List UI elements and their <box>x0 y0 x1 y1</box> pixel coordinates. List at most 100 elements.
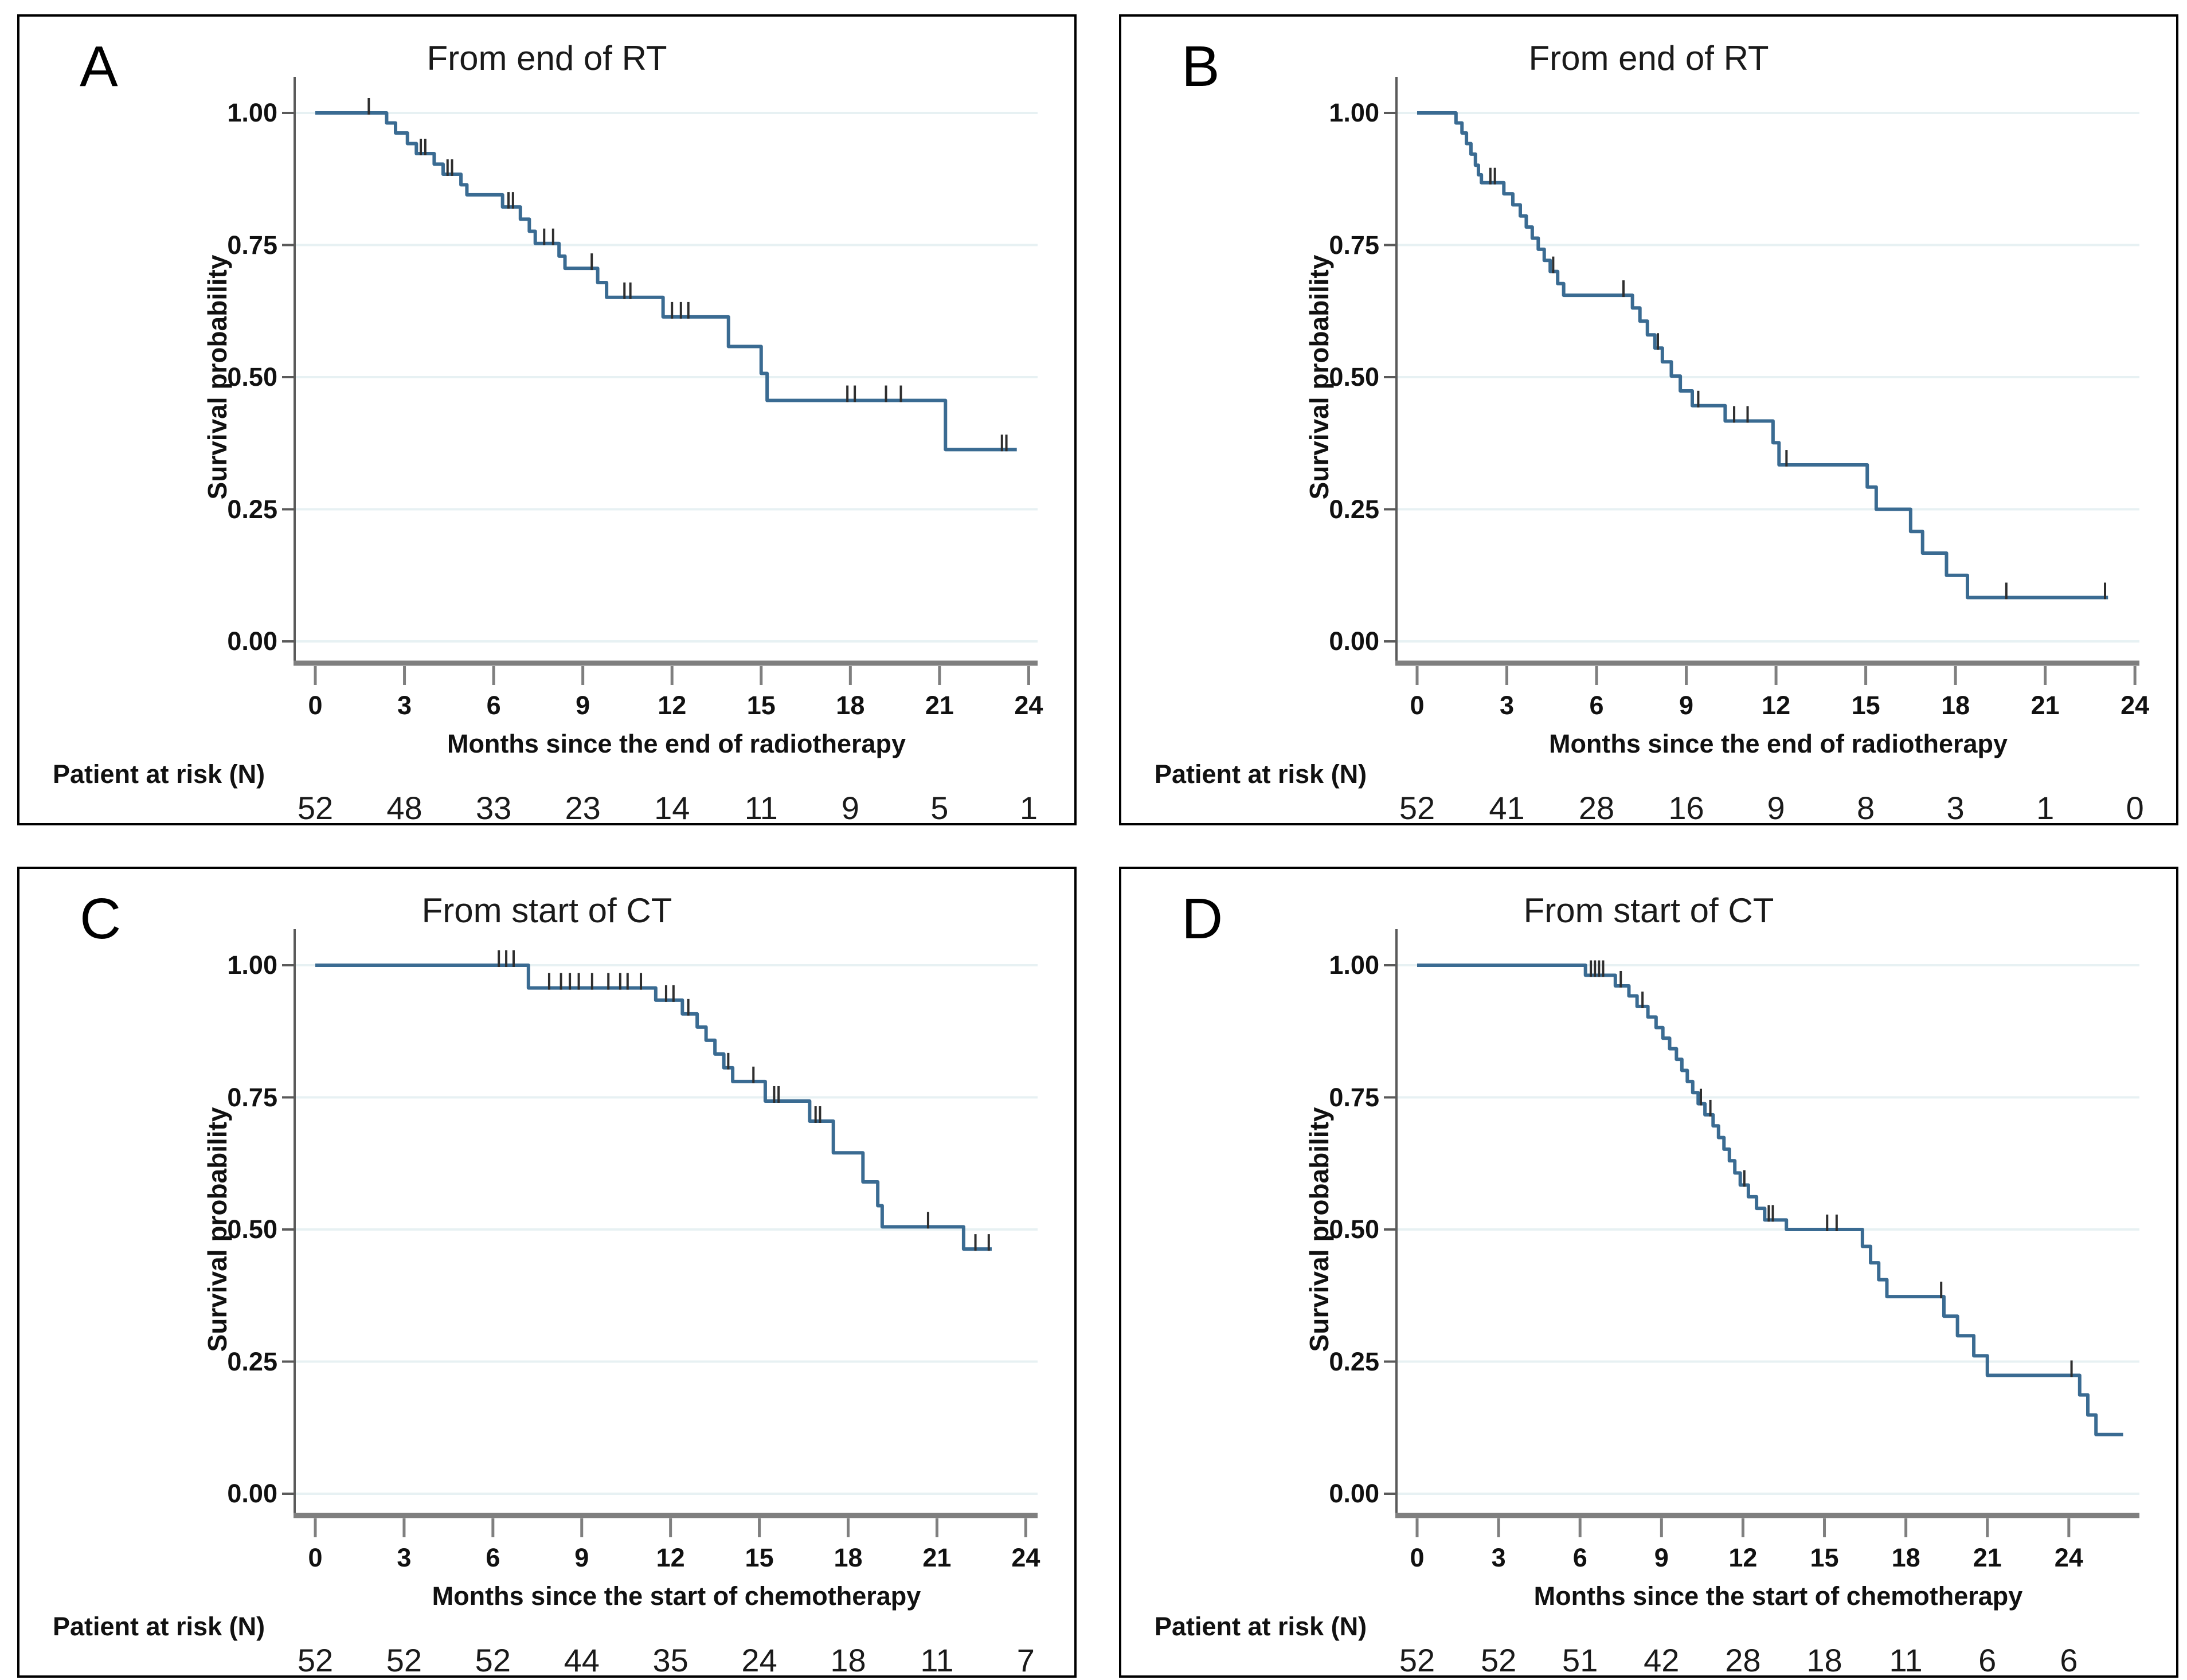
x-tick-label: 0 <box>308 691 323 720</box>
y-tick-label: 0.75 <box>1329 1082 1379 1112</box>
at-risk-count: 52 <box>297 790 334 826</box>
at-risk-count: 11 <box>920 1642 954 1678</box>
at-risk-count: 52 <box>475 1642 511 1678</box>
y-tick-label: 0.00 <box>227 1479 277 1508</box>
at-risk-label: Patient at risk (N) <box>1155 759 1367 789</box>
at-risk-count: 51 <box>1562 1642 1598 1678</box>
x-tick-label: 15 <box>1851 691 1880 720</box>
panel-letter-A: A <box>80 34 118 99</box>
y-tick-label: 0.00 <box>1329 1479 1379 1508</box>
x-tick-label: 12 <box>1762 691 1791 720</box>
at-risk-count: 52 <box>297 1642 334 1678</box>
at-risk-count: 3 <box>1946 790 1965 826</box>
survival-curve <box>1417 111 2108 600</box>
y-tick-label: 0.50 <box>1329 1215 1379 1244</box>
survival-curve <box>315 111 1017 452</box>
x-tick-label: 18 <box>834 1543 863 1572</box>
y-tick-label: 1.00 <box>227 98 277 127</box>
at-risk-count: 24 <box>741 1642 777 1678</box>
at-risk-count: 44 <box>564 1642 600 1678</box>
y-tick-label: 1.00 <box>227 950 277 980</box>
x-tick-label: 24 <box>2121 691 2150 720</box>
x-tick-label: 21 <box>925 691 954 720</box>
y-tick-label: 0.25 <box>227 494 277 524</box>
x-tick-label: 12 <box>658 691 687 720</box>
x-tick-label: 0 <box>308 1543 323 1572</box>
x-axis-label: Months since the start of chemotherapy <box>1533 1581 2023 1611</box>
at-risk-count: 9 <box>841 790 859 826</box>
at-risk-label: Patient at risk (N) <box>53 759 265 789</box>
at-risk-count: 52 <box>1399 790 1435 826</box>
x-axis-label: Months since the end of radiotherapy <box>1548 729 2008 758</box>
y-tick-label: 0.75 <box>1329 230 1379 260</box>
y-tick-label: 0.25 <box>1329 494 1379 524</box>
at-risk-count: 6 <box>2060 1642 2078 1678</box>
at-risk-label: Patient at risk (N) <box>1155 1612 1367 1641</box>
km-plot-D <box>1384 929 2139 1537</box>
km-plot-C <box>282 929 1038 1537</box>
km-panel-D: D From start of CT Survival probability 1.0… <box>1119 867 2178 1678</box>
y-tick-label: 0.50 <box>227 1215 277 1244</box>
x-tick-label: 18 <box>1891 1543 1920 1572</box>
survival-curve <box>1417 964 2123 1436</box>
at-risk-count: 52 <box>1399 1642 1435 1678</box>
at-risk-count: 16 <box>1668 790 1704 826</box>
x-tick-label: 12 <box>1728 1543 1758 1572</box>
at-risk-count: 1 <box>1019 790 1038 826</box>
at-risk-label: Patient at risk (N) <box>53 1612 265 1641</box>
at-risk-count: 6 <box>1978 1642 1997 1678</box>
at-risk-count: 1 <box>2036 790 2055 826</box>
x-tick-label: 3 <box>1500 691 1515 720</box>
y-tick-label: 0.00 <box>227 626 277 656</box>
at-risk-count: 42 <box>1644 1642 1680 1678</box>
panel-title: From end of RT <box>1528 39 1769 77</box>
panel-title: From end of RT <box>427 39 667 77</box>
at-risk-count: 18 <box>1806 1642 1842 1678</box>
x-tick-label: 15 <box>1810 1543 1839 1572</box>
panel-letter-B: B <box>1181 34 1220 99</box>
y-tick-label: 0.75 <box>227 230 277 260</box>
at-risk-count: 18 <box>830 1642 866 1678</box>
x-tick-label: 9 <box>574 1543 589 1572</box>
y-tick-label: 1.00 <box>1329 98 1379 127</box>
x-tick-label: 6 <box>486 1543 500 1572</box>
at-risk-count: 14 <box>654 790 690 826</box>
panel-letter-D: D <box>1181 887 1223 951</box>
at-risk-count: 7 <box>1016 1642 1035 1678</box>
x-tick-label: 6 <box>486 691 501 720</box>
x-tick-label: 9 <box>1654 1543 1669 1572</box>
at-risk-count: 5 <box>930 790 949 826</box>
y-tick-label: 0.50 <box>1329 362 1379 391</box>
at-risk-count: 11 <box>1889 1642 1923 1678</box>
x-axis-label: Months since the end of radiotherapy <box>447 729 906 758</box>
x-tick-label: 24 <box>1014 691 1043 720</box>
x-tick-label: 3 <box>397 691 412 720</box>
km-panel-A: A From end of RT Survival probability 1.00 0… <box>17 14 1077 826</box>
x-tick-label: 0 <box>1410 691 1425 720</box>
x-tick-label: 6 <box>1572 1543 1587 1572</box>
y-tick-label: 0.50 <box>227 362 277 391</box>
x-tick-label: 18 <box>1941 691 1970 720</box>
x-tick-label: 18 <box>836 691 865 720</box>
at-risk-count: 11 <box>744 790 778 826</box>
at-risk-count: 28 <box>1725 1642 1761 1678</box>
x-tick-label: 15 <box>745 1543 774 1572</box>
at-risk-count: 52 <box>1480 1642 1517 1678</box>
y-tick-label: 0.25 <box>227 1346 277 1376</box>
at-risk-count: 33 <box>475 790 512 826</box>
x-tick-label: 3 <box>1491 1543 1506 1572</box>
x-tick-label: 6 <box>1589 691 1604 720</box>
y-tick-label: 1.00 <box>1329 950 1379 980</box>
at-risk-count: 48 <box>386 790 422 826</box>
panel-title: From start of CT <box>1523 891 1774 930</box>
x-tick-label: 3 <box>397 1543 412 1572</box>
x-tick-label: 24 <box>2054 1543 2083 1572</box>
panel-letter-C: C <box>80 887 122 951</box>
x-tick-label: 21 <box>1973 1543 2002 1572</box>
km-panel-B: B From end of RT Survival probability 1.00 0… <box>1119 14 2178 826</box>
km-plot-B <box>1384 77 2139 685</box>
at-risk-count: 52 <box>386 1642 422 1678</box>
km-panel-C: C From start of CT Survival probability 1.0… <box>17 867 1077 1678</box>
at-risk-count: 28 <box>1578 790 1615 826</box>
